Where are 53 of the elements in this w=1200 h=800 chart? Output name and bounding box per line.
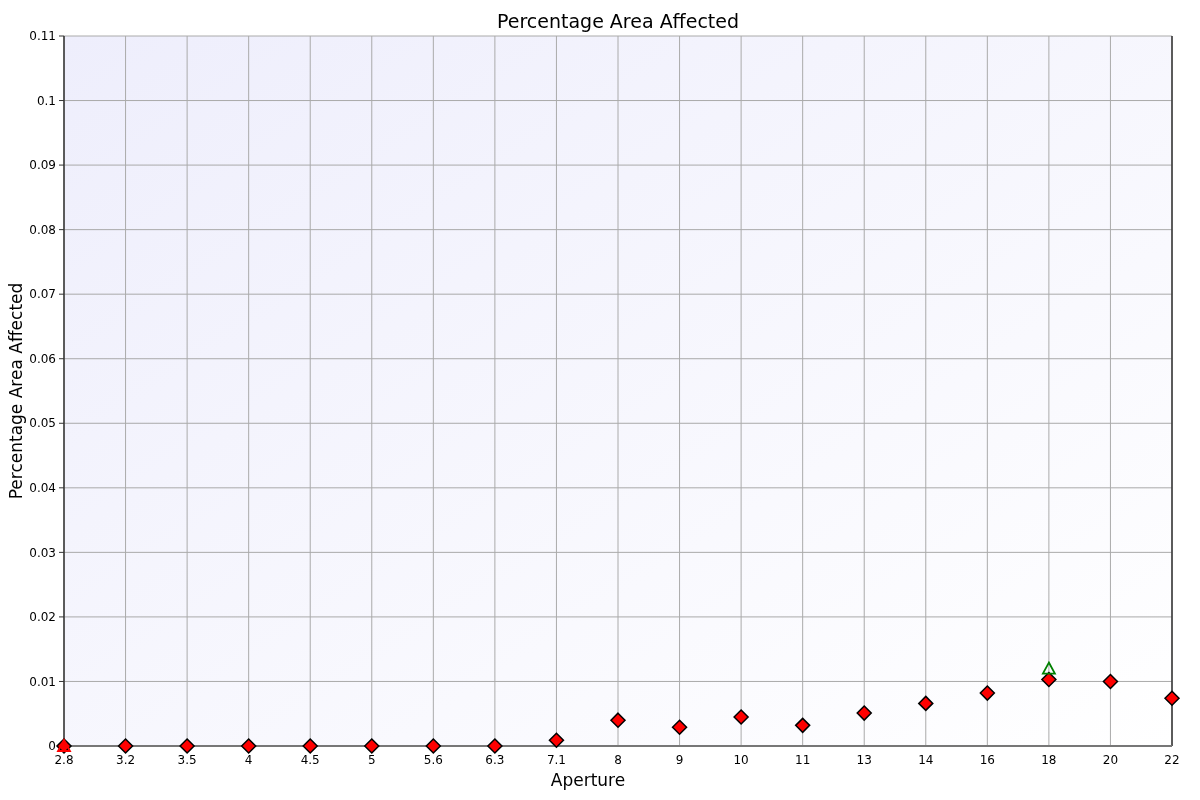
point bbox=[1164, 690, 1180, 706]
point bbox=[918, 695, 934, 712]
x-tick-label: 5 bbox=[367, 753, 376, 767]
x-tick-label: 10 bbox=[733, 753, 749, 767]
x-tick-label: 4.5 bbox=[300, 753, 320, 767]
x-tick-label: 9 bbox=[675, 753, 684, 767]
x-tick-label: 11 bbox=[795, 753, 811, 767]
y-tick-label: 0.05 bbox=[29, 416, 56, 431]
point bbox=[1041, 661, 1056, 675]
y-tick-label: 0.06 bbox=[29, 351, 56, 366]
point bbox=[856, 705, 872, 721]
y-tick-label: 0.02 bbox=[29, 610, 56, 625]
point bbox=[117, 738, 134, 754]
x-tick-label: 4 bbox=[244, 753, 253, 767]
point bbox=[610, 712, 626, 728]
point bbox=[1102, 673, 1119, 690]
point bbox=[302, 738, 318, 754]
y-tick-label: 0.08 bbox=[29, 222, 56, 237]
y-tick-label: 0.09 bbox=[29, 158, 56, 173]
point bbox=[733, 709, 749, 725]
point bbox=[487, 738, 503, 754]
point bbox=[425, 738, 442, 754]
x-tick-label: 18 bbox=[1041, 753, 1057, 767]
y-tick-label: 0.03 bbox=[29, 545, 56, 560]
y-tick-label: 0.01 bbox=[29, 674, 56, 689]
x-tick-label: 6.3 bbox=[485, 753, 505, 767]
x-tick-label: 3.2 bbox=[116, 753, 136, 767]
x-tick-label: 13 bbox=[856, 753, 872, 767]
x-tick-label: 20 bbox=[1102, 753, 1119, 767]
point bbox=[794, 717, 811, 734]
point bbox=[179, 738, 195, 754]
point bbox=[979, 685, 996, 701]
x-tick-label: 14 bbox=[918, 753, 934, 767]
y-tick-label: 0.1 bbox=[36, 93, 56, 108]
y-tick-label: 0 bbox=[48, 739, 56, 754]
point bbox=[548, 732, 565, 748]
point bbox=[364, 738, 380, 754]
x-tick-label: 16 bbox=[979, 753, 995, 767]
point bbox=[1041, 671, 1057, 688]
y-tick-label: 0.04 bbox=[29, 481, 56, 496]
x-tick-label: 7.1 bbox=[546, 753, 566, 767]
point bbox=[671, 719, 688, 736]
chart-title: Percentage Area Affected bbox=[496, 10, 740, 32]
x-axis-title: Aperture bbox=[550, 770, 626, 790]
x-tick-label: 22 bbox=[1164, 753, 1180, 767]
x-tick-label: 3.5 bbox=[177, 753, 197, 767]
x-tick-label: 5.6 bbox=[423, 753, 443, 767]
y-tick-label: 0.07 bbox=[29, 287, 56, 302]
point bbox=[240, 738, 257, 754]
y-tick-label: 0.11 bbox=[29, 29, 56, 44]
x-tick-label: 8 bbox=[614, 753, 622, 767]
y-axis-title: Percentage Area Affected bbox=[6, 282, 26, 500]
x-tick-label: 2.8 bbox=[54, 753, 74, 767]
